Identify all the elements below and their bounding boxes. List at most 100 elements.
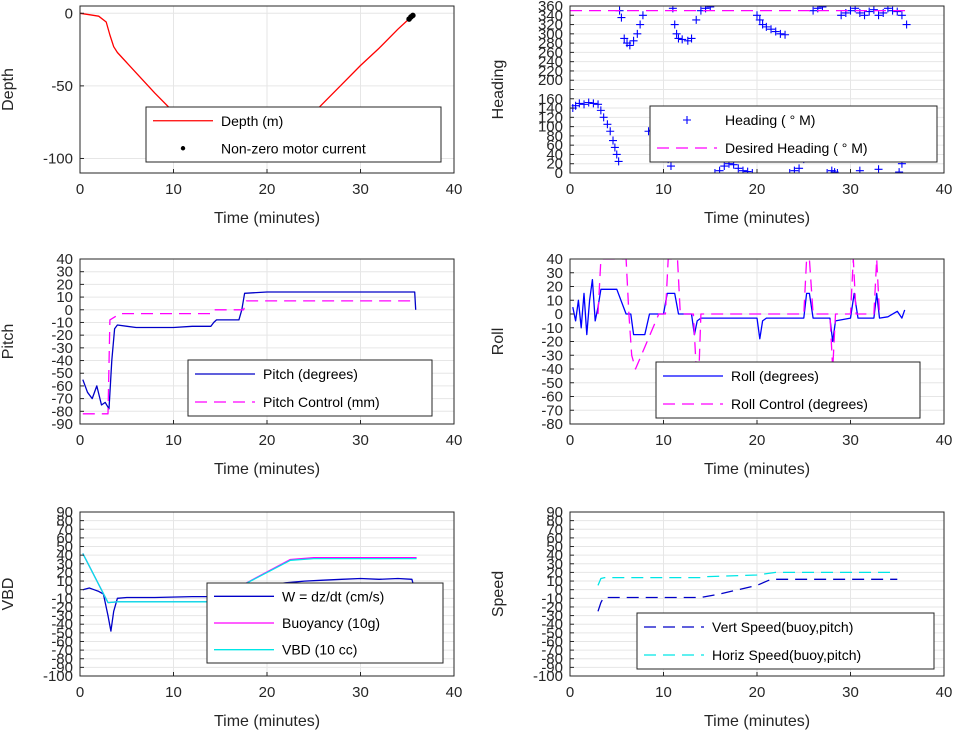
data-point [869,6,878,14]
legend-box [145,106,442,163]
legend-box [636,612,935,670]
y-tick-label: -40 [51,616,73,633]
data-point [767,25,776,34]
y-tick-label: -20 [541,334,563,351]
y-tick-label: 80 [56,513,73,530]
data-point [753,11,761,20]
x-tick-label: 10 [655,432,672,449]
data-point [670,20,679,29]
y-tick-label: 40 [546,146,563,163]
data-point [589,99,598,108]
y-tick-label: 140 [538,100,563,117]
x-axis-label: Time (minutes) [704,210,810,227]
y-axis-label: Pitch [0,324,17,360]
legend-label: Roll Control (degrees) [731,396,868,412]
chart-5: 0 10 20 30 409080706050403020100-10-20-30-40… [0,504,462,730]
y-tick-label: 90 [546,504,563,521]
y-tick-label: 40 [56,251,73,268]
y-tick-label: 40 [546,251,563,268]
y-tick-label: -30 [541,608,563,625]
y-tick-label: 0 [65,5,73,22]
x-tick-label: 40 [446,432,463,449]
x-tick-label: 40 [936,432,953,449]
x-tick-label: 0 [76,181,84,198]
data-point [636,20,645,29]
legend-label: VBD (10 cc) [282,642,357,658]
y-tick-label: -100 [533,668,563,685]
y-tick-label: -50 [51,78,73,95]
y-tick-label: -80 [51,403,73,420]
y-tick-label: 80 [546,128,563,145]
x-axis-label: Time (minutes) [704,713,810,730]
data-point [617,13,626,22]
data-point [580,100,589,109]
y-tick-label: 10 [546,573,563,590]
legend-label: Vert Speed(buoy,pitch) [712,619,853,635]
series-1-line [82,291,417,410]
y-tick-label: -30 [541,347,563,364]
data-point [738,166,747,173]
x-tick-label: 30 [352,181,369,198]
data-point [895,168,904,173]
x-tick-label: 20 [749,684,766,701]
x-tick-label: 10 [165,684,182,701]
data-point [743,167,752,173]
legend-label: Pitch (degrees) [263,366,358,382]
y-tick-label: 220 [538,63,563,80]
y-tick-label: -70 [51,642,73,659]
legend-label: Roll (degrees) [731,368,819,384]
data-point [809,6,818,15]
y-tick-label: 90 [56,504,73,521]
data-point [833,169,842,173]
y-tick-label: 20 [56,564,73,581]
data-point [638,11,647,20]
x-tick-label: 30 [842,432,859,449]
y-tick-label: -40 [51,353,73,370]
legend-label: Horiz Speed(buoy,pitch) [712,647,861,663]
legend-label: Pitch Control (mm) [263,394,380,410]
y-tick-label: -60 [51,378,73,395]
x-tick-label: 40 [936,684,953,701]
data-point [674,34,683,43]
series-2-line [597,259,881,370]
x-tick-label: 30 [842,684,859,701]
x-tick-label: 30 [352,432,369,449]
data-point [865,7,874,16]
y-axis-label: VBD [0,578,17,611]
legend-marker [683,116,691,124]
x-tick-label: 10 [655,181,672,198]
y-tick-label: -20 [51,599,73,616]
y-tick-label: -20 [541,599,563,616]
y-tick-label: -40 [541,361,563,378]
y-tick-label: -100 [43,668,73,685]
data-point [603,120,612,129]
data-point [692,15,701,24]
data-point [606,127,615,136]
y-tick-label: 10 [56,289,73,306]
x-tick-label: 10 [165,181,182,198]
y-tick-label: -90 [541,659,563,676]
legend-box [655,361,921,419]
data-point [823,169,832,173]
y-tick-label: 80 [546,513,563,530]
data-point [625,41,634,50]
legend-marker [180,146,186,151]
y-tick-label: 30 [56,264,73,281]
legend: Depth (m) Non-zero motor current [145,106,442,163]
y-tick-label: 160 [538,91,563,108]
data-point [762,22,771,31]
y-tick-label: 40 [56,547,73,564]
y-tick-label: 70 [546,521,563,538]
data-point [584,98,593,107]
y-tick-label: 200 [538,72,563,89]
x-tick-label: 0 [566,684,574,701]
x-tick-label: 20 [259,181,276,198]
data-point [893,7,902,16]
data-point [771,27,780,36]
data-point [837,11,846,20]
data-point [860,11,869,20]
y-tick-label: -10 [541,320,563,337]
y-tick-label: 120 [538,109,563,126]
y-tick-label: -10 [541,590,563,607]
